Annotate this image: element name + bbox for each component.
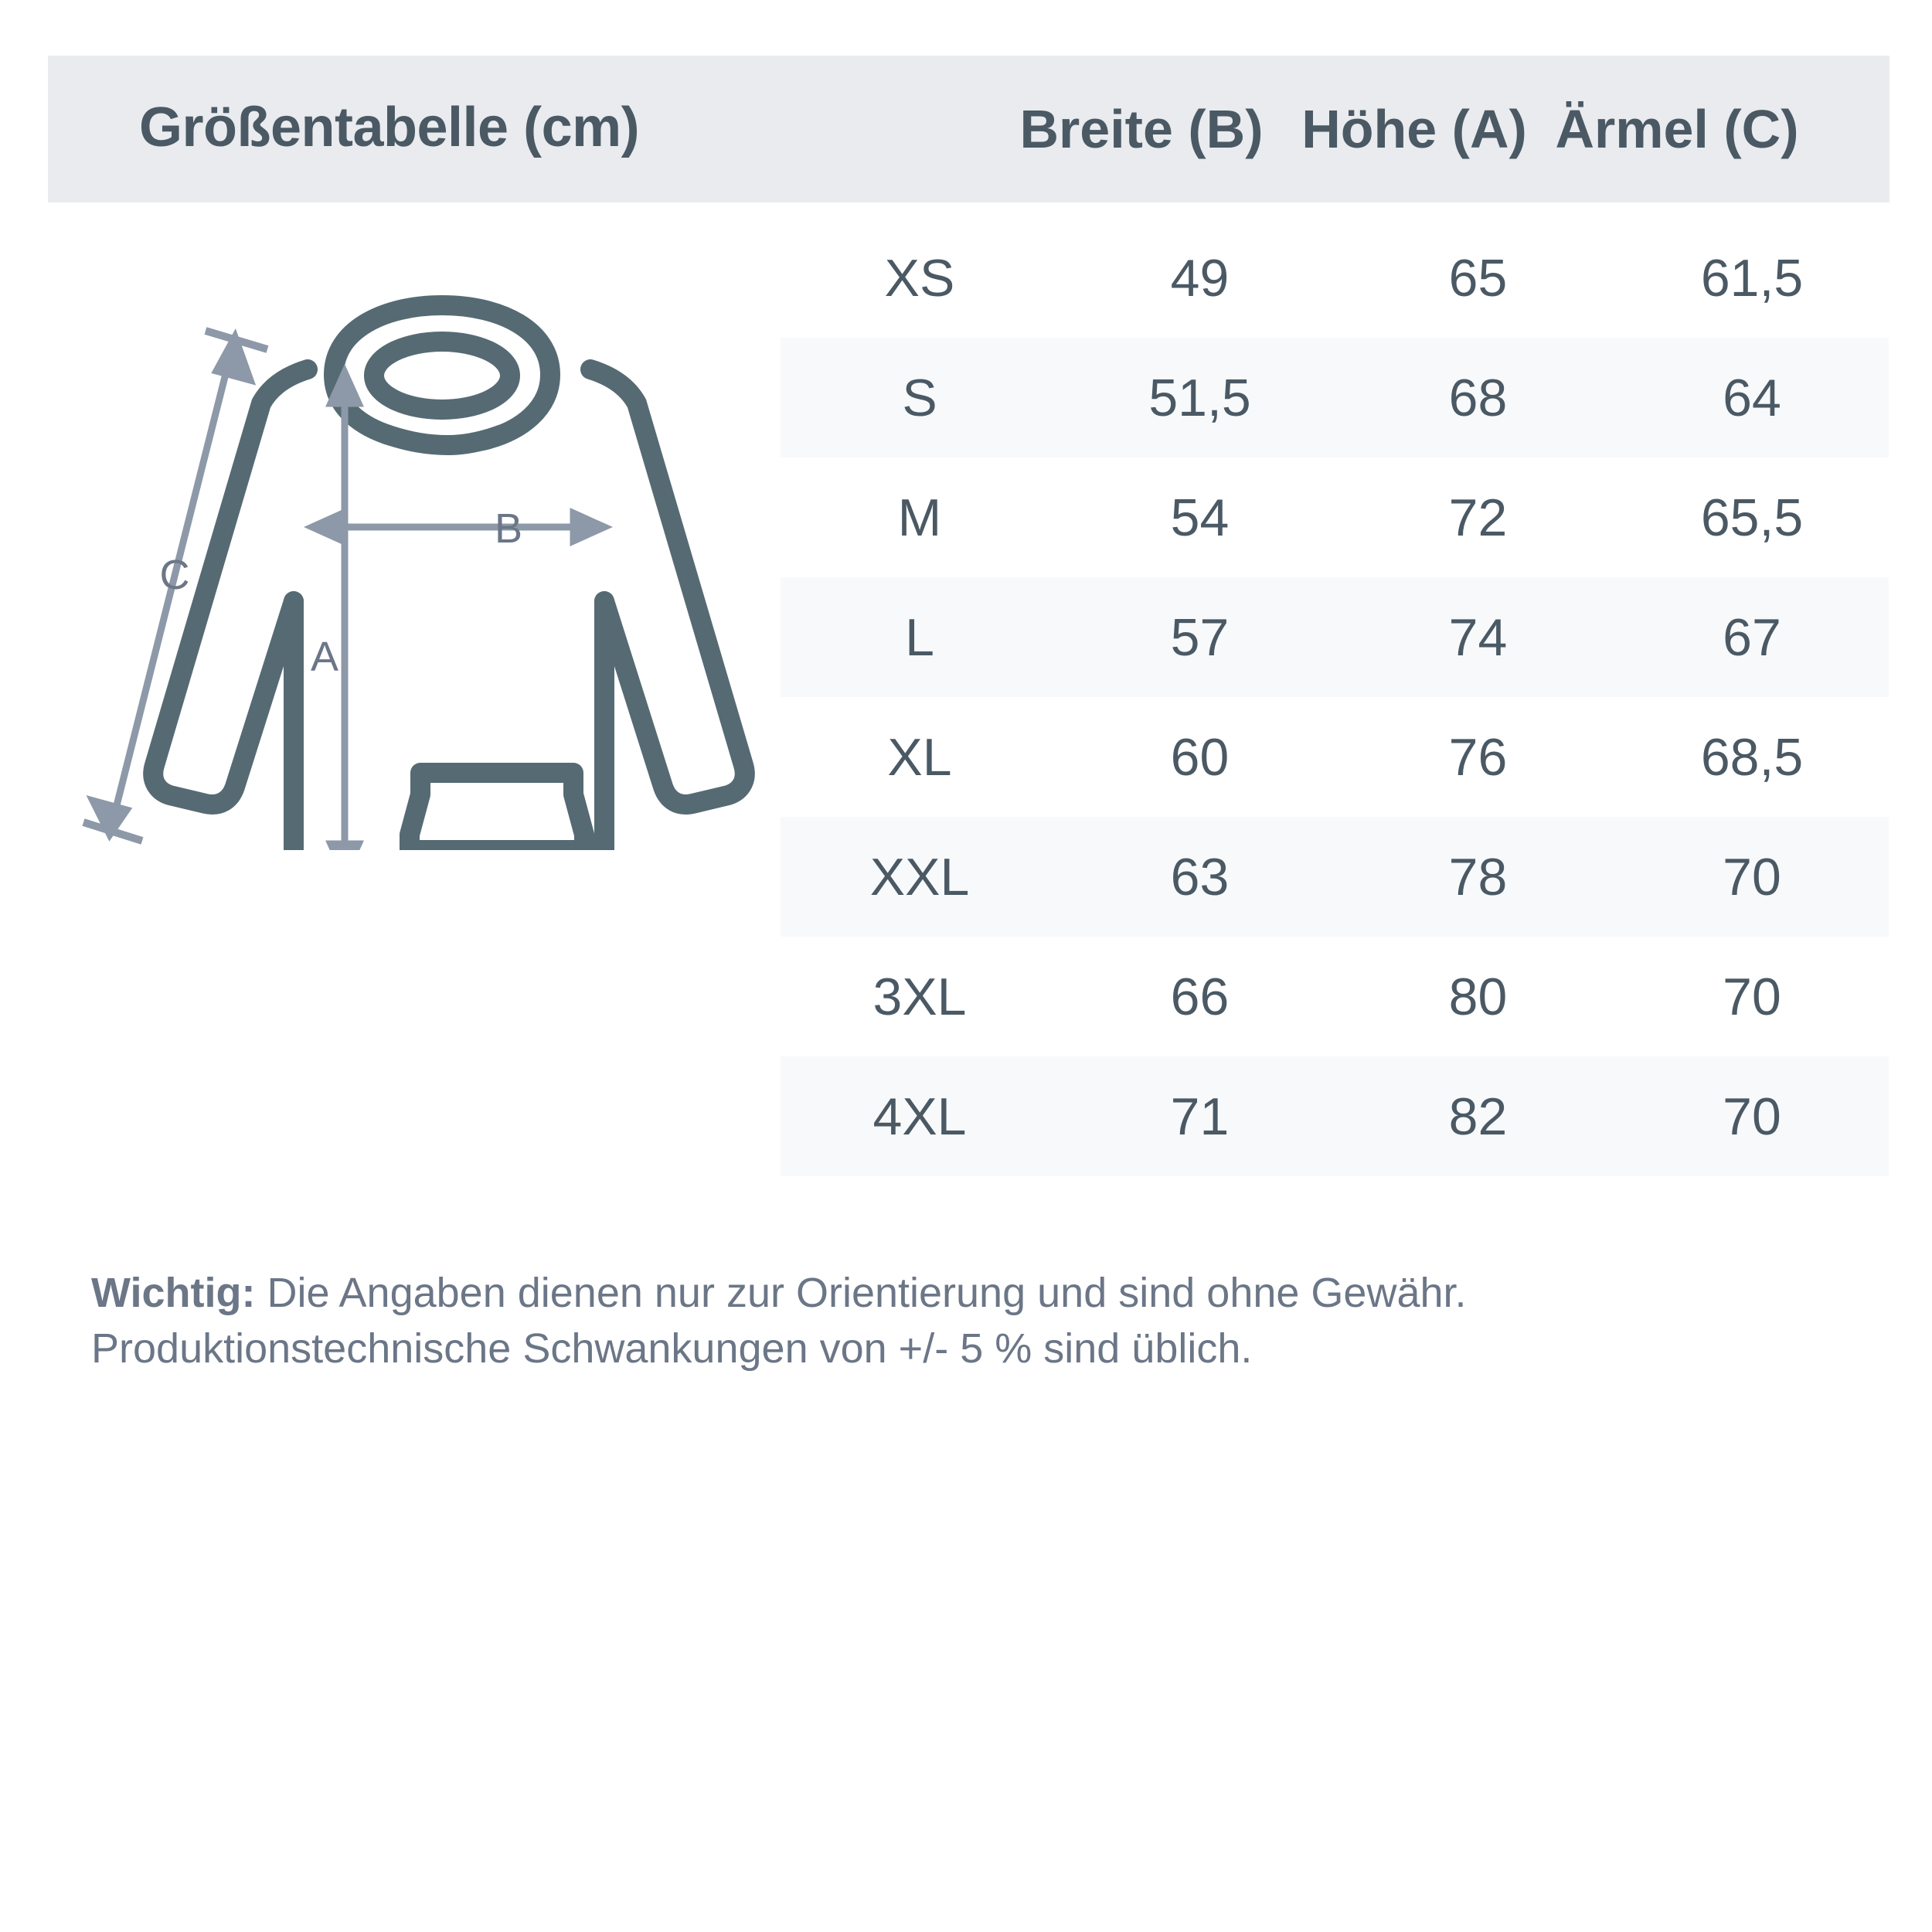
cell-size: 4XL (872, 1087, 967, 1146)
table-row: M 54 72 65,5 (781, 457, 1889, 577)
disclaimer-line-2: Produktionstechnische Schwankungen von +… (91, 1325, 1253, 1372)
size-table: XS 49 65 61,5 S 51,5 68 64 M 54 72 65,5 … (781, 218, 1889, 1176)
cell-aermel: 65,5 (1700, 488, 1804, 547)
cell-size: XS (884, 248, 955, 308)
cell-breite: 60 (1170, 727, 1230, 787)
cell-breite: 66 (1170, 967, 1230, 1026)
cell-aermel: 61,5 (1700, 248, 1804, 308)
cell-hoehe: 82 (1448, 1087, 1508, 1146)
table-row: S 51,5 68 64 (781, 338, 1889, 457)
table-row: XL 60 76 68,5 (781, 697, 1889, 817)
cell-hoehe: 68 (1448, 368, 1508, 427)
hoodie-illustration: A B C (62, 232, 757, 850)
cell-hoehe: 80 (1448, 967, 1508, 1026)
table-row: 3XL 66 80 70 (781, 937, 1889, 1056)
cell-aermel: 68,5 (1700, 727, 1804, 787)
column-header-breite: Breite (B) (1019, 99, 1264, 159)
cell-hoehe: 74 (1448, 607, 1508, 667)
cell-size: S (902, 368, 937, 427)
column-header-aermel: Ärmel (C) (1555, 99, 1799, 159)
disclaimer-note: Wichtig: Die Angaben dienen nur zur Orie… (91, 1266, 1892, 1377)
size-table-body: XS 49 65 61,5 S 51,5 68 64 M 54 72 65,5 … (781, 218, 1889, 1176)
cell-breite: 49 (1170, 248, 1230, 308)
dimension-arrow-c (82, 327, 269, 845)
cell-aermel: 70 (1723, 967, 1781, 1026)
cell-size: XL (887, 727, 952, 787)
hoodie-outline-icon (143, 295, 755, 850)
dimension-label-a: A (311, 634, 338, 680)
dimension-arrows (82, 327, 613, 850)
cell-aermel: 70 (1723, 1087, 1781, 1146)
table-header-band: Größentabelle (cm) Breite (B) Höhe (A) Ä… (48, 56, 1889, 202)
dimension-label-c: C (160, 552, 190, 598)
cell-hoehe: 78 (1448, 847, 1508, 906)
column-headers: Breite (B) Höhe (A) Ärmel (C) (1010, 56, 1932, 202)
cell-size: XXL (869, 847, 970, 906)
cell-aermel: 70 (1723, 847, 1781, 906)
dimension-arrow-a (325, 364, 364, 850)
cell-hoehe: 65 (1448, 248, 1508, 308)
page-title: Größentabelle (cm) (139, 97, 640, 158)
table-row: XXL 63 78 70 (781, 817, 1889, 937)
cell-aermel: 64 (1723, 368, 1781, 427)
table-row: XS 49 65 61,5 (781, 218, 1889, 338)
disclaimer-emphasis: Wichtig: (91, 1270, 256, 1316)
cell-breite: 63 (1170, 847, 1230, 906)
cell-aermel: 67 (1723, 607, 1781, 667)
cell-size: L (905, 607, 934, 667)
cell-breite: 54 (1170, 488, 1230, 547)
cell-hoehe: 72 (1448, 488, 1508, 547)
cell-breite: 57 (1170, 607, 1230, 667)
dimension-arrow-b (304, 508, 613, 546)
dimension-label-b: B (495, 505, 522, 552)
cell-hoehe: 76 (1448, 727, 1508, 787)
cell-size: 3XL (872, 967, 967, 1026)
cell-size: M (897, 488, 942, 547)
table-row: L 57 74 67 (781, 577, 1889, 697)
disclaimer-line-1: Die Angaben dienen nur zur Orientierung … (255, 1270, 1467, 1316)
column-header-hoehe: Höhe (A) (1301, 99, 1527, 159)
cell-breite: 51,5 (1148, 368, 1251, 427)
cell-breite: 71 (1170, 1087, 1230, 1146)
table-row: 4XL 71 82 70 (781, 1056, 1889, 1176)
